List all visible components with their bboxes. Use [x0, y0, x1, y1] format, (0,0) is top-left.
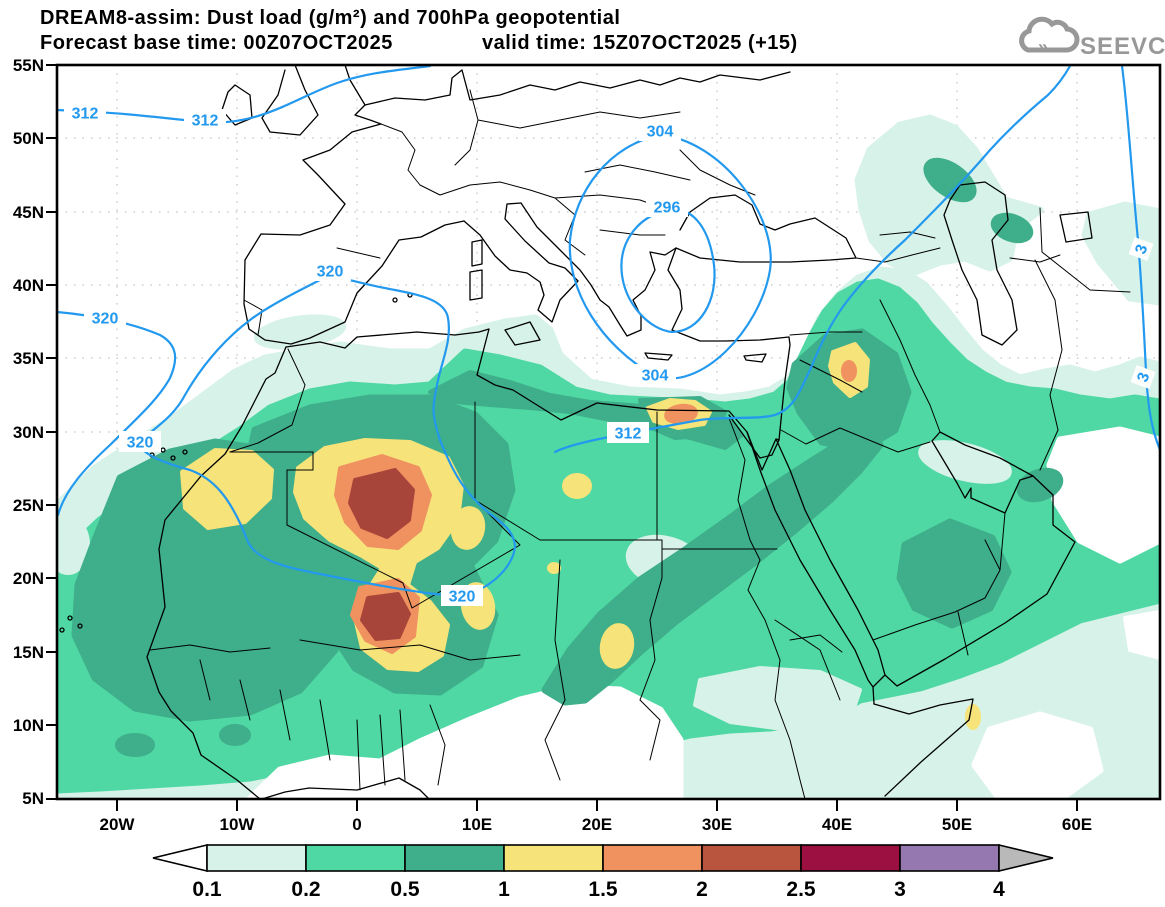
coastlines [59, 65, 1093, 799]
colorbar-cell [701, 844, 802, 872]
map-plot-area: 312 312 304 296 320 320 304 320 312 320 … [57, 65, 1160, 799]
lat-label: 35N [13, 349, 44, 368]
lon-label: 0 [352, 815, 361, 834]
colorbar-tick: 1.5 [588, 878, 618, 901]
no-dust-holes [246, 426, 1160, 799]
lat-label: 15N [13, 643, 44, 662]
contour-label-320: 320 [92, 311, 119, 328]
contour-label-320: 320 [127, 435, 154, 452]
logo-text: SEEVCCC [1080, 33, 1165, 60]
colorbar-tick: 0.5 [390, 878, 420, 901]
colorbar: 0.1 0.2 0.5 1 1.5 2 2.5 3 4 [152, 843, 1054, 901]
colorbar-arrow-right [998, 843, 1054, 873]
contour-label-304: 304 [642, 368, 669, 385]
colorbar-tick: 3 [894, 878, 906, 901]
lon-label: 20E [582, 815, 612, 834]
contour-label-296: 296 [654, 200, 681, 217]
lon-label: 50E [942, 815, 972, 834]
lat-label: 40N [13, 276, 44, 295]
lat-axis-labels: 55N 50N 45N 40N 35N 30N 25N 20N 15N 10N … [13, 56, 44, 808]
contour-label-320: 320 [449, 589, 476, 606]
colorbar-cell [305, 844, 406, 872]
lon-label: 40E [822, 815, 852, 834]
lat-label: 55N [13, 56, 44, 75]
colorbar-tick: 0.2 [291, 878, 320, 901]
lon-label: 20W [100, 815, 136, 834]
valid-time: valid time: 15Z07OCT2025 (+15) [482, 32, 798, 54]
lat-label: 20N [13, 569, 44, 588]
colorbar-arrow-left [152, 843, 208, 873]
lon-label: 10E [462, 815, 492, 834]
country-borders [149, 89, 1131, 799]
lat-label: 5N [22, 789, 44, 808]
lat-label: 30N [13, 423, 44, 442]
lon-label: 30E [702, 815, 732, 834]
lon-axis-labels: 20W 10W 0 10E 20E 30E 40E 50E 60E [100, 815, 1093, 834]
lat-label: 45N [13, 203, 44, 222]
seevccc-logo: » SEEVCCC [1019, 16, 1165, 60]
colorbar-tick: 4 [993, 878, 1005, 901]
colorbar-cell [800, 844, 901, 872]
colorbar-tick: 2 [696, 878, 708, 901]
colorbar-cell [206, 844, 307, 872]
colorbar-tick: 2.5 [786, 878, 816, 901]
colorbar-cell [503, 844, 604, 872]
contour-label-320: 320 [317, 264, 344, 281]
cloud-icon [1019, 16, 1080, 53]
colorbar-cell [602, 844, 703, 872]
lon-label: 10W [220, 815, 256, 834]
colorbar-cell [899, 844, 1000, 872]
forecast-base-time: Forecast base time: 00Z07OCT2025 [40, 32, 393, 54]
colorbar-cell [404, 844, 505, 872]
axis-ticks [46, 64, 1078, 811]
lat-label: 10N [13, 716, 44, 735]
colorbar-tick: 0.1 [192, 878, 222, 901]
contour-labels: 312 312 304 296 320 320 304 320 312 320 … [64, 102, 1156, 606]
geopotential-contours [57, 65, 1160, 597]
cloud-chevrons-icon: » [1038, 37, 1048, 57]
colorbar-tick: 1 [498, 878, 510, 901]
dust-fill-level-2 [348, 468, 415, 641]
chart-title: DREAM8-assim: Dust load (g/m²) and 700hP… [40, 7, 620, 29]
contour-label-304: 304 [647, 124, 674, 141]
contour-label-312: 312 [72, 106, 99, 123]
contour-label-312: 312 [615, 426, 642, 443]
colorbar-labels: 0.1 0.2 0.5 1 1.5 2 2.5 3 4 [192, 878, 1005, 901]
lat-label: 50N [13, 129, 44, 148]
lat-label: 25N [13, 496, 44, 515]
contour-label-312: 312 [192, 113, 219, 130]
lon-label: 60E [1062, 815, 1092, 834]
